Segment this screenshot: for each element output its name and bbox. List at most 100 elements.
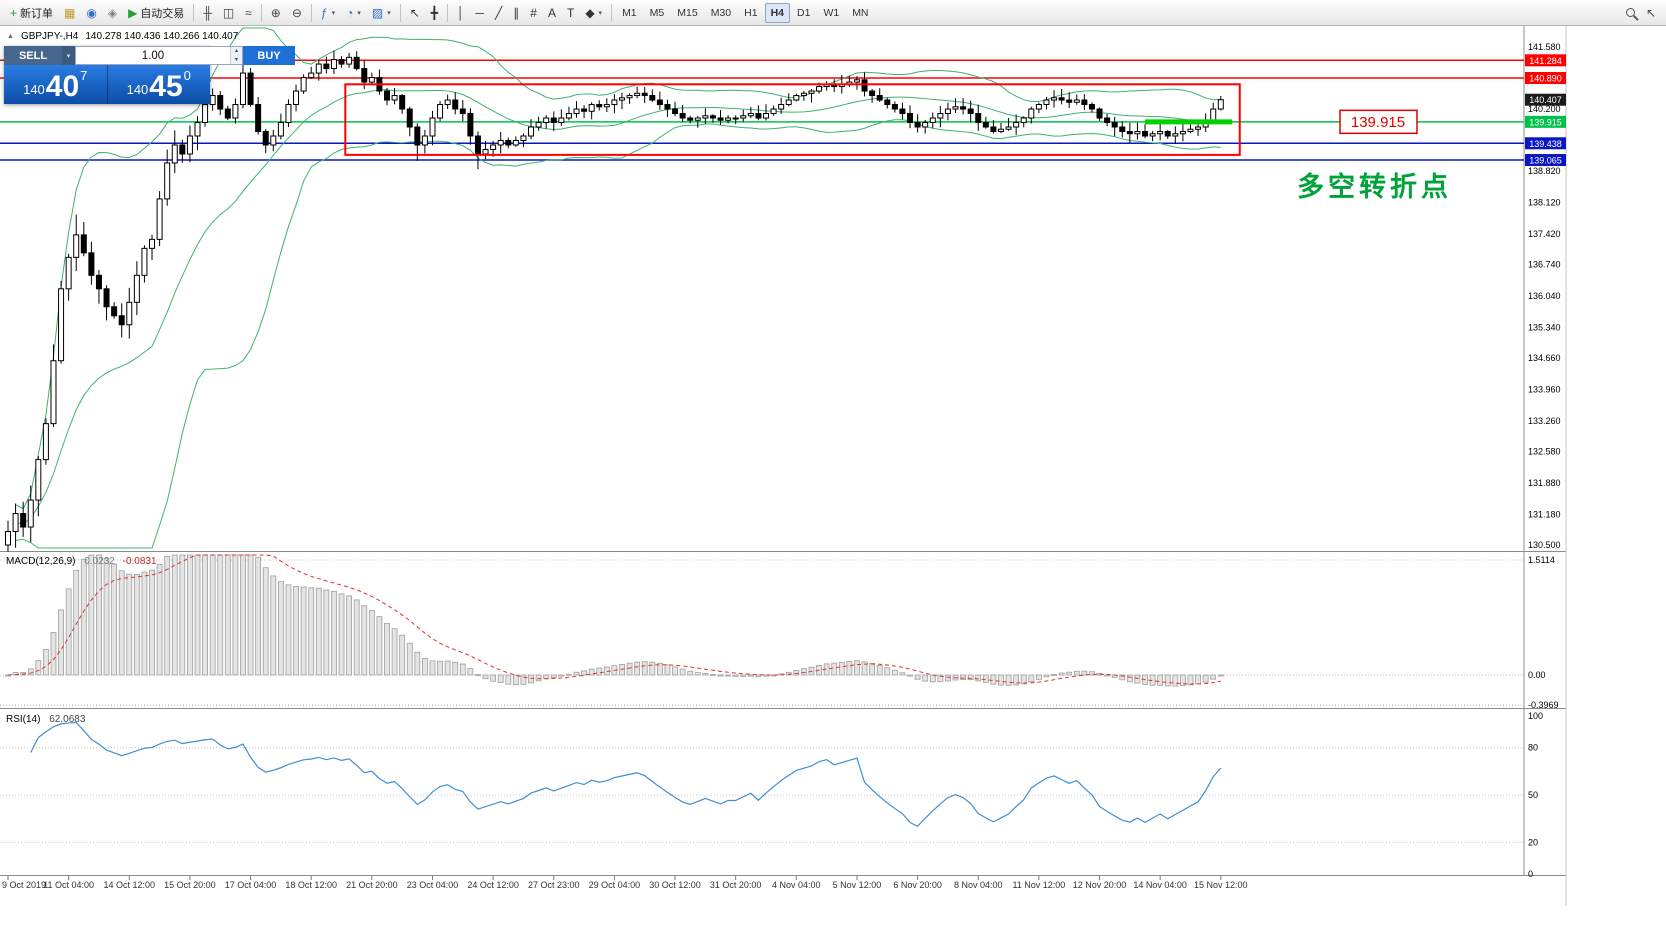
zoom-in-button[interactable]: ⊕ (266, 2, 286, 24)
macd-label: MACD(12,26,9) 0.0232 -0.0831 (6, 556, 157, 567)
timeframe-m30-button[interactable]: M30 (705, 3, 737, 23)
cursor-icon: ↖ (409, 5, 420, 20)
turning-point-annotation[interactable]: 多空转折点 (1297, 171, 1452, 202)
volume-up-button[interactable]: ▴ (231, 47, 242, 56)
sell-price-button[interactable]: 140 40 7 (4, 65, 108, 104)
autotrading-button[interactable]: ▶ 自动交易 (123, 2, 189, 24)
svg-text:132.580: 132.580 (1528, 447, 1561, 457)
svg-text:136.040: 136.040 (1528, 291, 1561, 301)
buy-price-button[interactable]: 140 45 0 (108, 65, 211, 104)
fibonacci-icon: # (530, 5, 537, 20)
timeframe-mn-button[interactable]: MN (846, 3, 874, 23)
svg-text:0: 0 (1528, 869, 1533, 879)
svg-text:50: 50 (1528, 790, 1538, 800)
macd-value: 0.0232 (84, 556, 115, 567)
toolbar-separator (310, 3, 312, 22)
caret-down-icon: ▾ (331, 9, 336, 17)
volume-down-button[interactable]: ▾ (231, 55, 242, 64)
new-order-button[interactable]: + 新订单 (5, 2, 58, 24)
symbol-ohlc: 140.278 140.436 140.266 140.407 (85, 31, 239, 42)
svg-text:5 Nov 12:00: 5 Nov 12:00 (833, 880, 882, 890)
clock-icon: ◔ (346, 5, 354, 20)
channel-button[interactable]: ∥ (508, 2, 524, 24)
price-callout-text: 139.915 (1351, 114, 1405, 131)
market-watch-button[interactable]: ◉ (81, 2, 101, 24)
svg-text:138.820: 138.820 (1528, 166, 1561, 176)
timeframe-m15-button[interactable]: M15 (671, 3, 703, 23)
horizontal-line-button[interactable]: ─ (471, 2, 490, 24)
svg-text:1.5114: 1.5114 (1528, 555, 1555, 565)
bollinger-bands (15, 27, 1221, 549)
price-callout-box[interactable] (1339, 109, 1418, 135)
timeframe-m5-button[interactable]: M5 (644, 3, 671, 23)
navigator-icon: ◈ (107, 5, 118, 20)
timeframe-h1-button[interactable]: H1 (738, 3, 763, 23)
cursor-button[interactable]: ↖ (405, 2, 425, 24)
shapes-button[interactable]: ◆ ▾ (580, 2, 607, 24)
timeframe-d1-button[interactable]: D1 (791, 3, 816, 23)
rsi-pane: 100 80 50 20 0 (0, 711, 1543, 879)
toolbar-separator (447, 3, 449, 22)
sell-button[interactable]: SELL (4, 46, 62, 65)
zoom-out-icon: ⊖ (291, 5, 302, 20)
timeframe-h4-button[interactable]: H4 (764, 2, 790, 23)
toolbar-separator (399, 3, 401, 22)
timeframe-w1-button[interactable]: W1 (817, 3, 845, 23)
bar-chart-button[interactable]: ╫ (198, 2, 217, 24)
svg-text:29 Oct 04:00: 29 Oct 04:00 (589, 880, 641, 890)
label-button[interactable]: T (562, 2, 579, 24)
macd-pane: 1.5114 0.00 -0.3969 (0, 554, 1559, 710)
svg-text:11 Nov 12:00: 11 Nov 12:00 (1012, 880, 1065, 890)
volume-input[interactable] (76, 47, 230, 64)
chart-window-icon: ▦ (64, 5, 76, 20)
svg-text:9 Oct 2019: 9 Oct 2019 (2, 880, 46, 890)
fibonacci-button[interactable]: # (525, 2, 542, 24)
one-click-toggle-icon[interactable]: ▲ (7, 33, 14, 40)
chart-canvas[interactable]: 139.915 多空转折点 141.580 140.200 138.820 138.120… (0, 26, 1666, 950)
svg-text:133.960: 133.960 (1528, 384, 1561, 394)
macd-signal-value: -0.0831 (122, 556, 157, 567)
svg-text:14 Oct 12:00: 14 Oct 12:00 (104, 880, 156, 890)
highlight-box[interactable] (344, 83, 1241, 156)
periods-button[interactable]: ◔ ▾ (341, 2, 366, 24)
sell-dropdown-button[interactable]: ▾ (62, 46, 75, 65)
svg-text:138.120: 138.120 (1528, 198, 1561, 208)
templates-button[interactable]: ▨ ▾ (367, 2, 396, 24)
text-button[interactable]: A (543, 2, 561, 24)
vertical-line-button[interactable]: │ (452, 2, 470, 24)
rsi-label: RSI(14) 62.0683 (6, 714, 85, 725)
svg-text:21 Oct 20:00: 21 Oct 20:00 (346, 880, 398, 890)
svg-text:130.500: 130.500 (1528, 540, 1561, 550)
svg-text:31 Oct 20:00: 31 Oct 20:00 (710, 880, 762, 890)
timeframe-m1-button[interactable]: M1 (616, 3, 643, 23)
svg-text:141.580: 141.580 (1528, 42, 1561, 52)
trendline-icon: ╱ (495, 5, 503, 20)
svg-text:136.740: 136.740 (1528, 260, 1561, 270)
caret-down-icon: ▾ (66, 52, 71, 60)
zoom-out-button[interactable]: ⊖ (287, 2, 307, 24)
candlestick-chart-button[interactable]: ◫ (218, 2, 239, 24)
rsi-value: 62.0683 (49, 714, 86, 725)
bid-price-big: 40 (45, 70, 80, 104)
indicators-button[interactable]: ƒ ▾ (316, 2, 340, 24)
ask-price-sup: 0 (183, 68, 191, 83)
trade-panel-header: SELL ▾ ▴ ▾ BUY (4, 46, 295, 65)
indicators-icon: ƒ (320, 5, 328, 20)
svg-text:4 Nov 04:00: 4 Nov 04:00 (772, 880, 821, 890)
crosshair-button[interactable]: ╋ (426, 2, 443, 24)
buy-button[interactable]: BUY (243, 46, 295, 65)
svg-text:139.438: 139.438 (1529, 139, 1562, 149)
ask-price-big: 45 (149, 70, 183, 104)
text-icon: A (547, 5, 556, 20)
svg-text:100: 100 (1528, 711, 1543, 721)
line-chart-button[interactable]: ≈ (240, 2, 257, 24)
pointer-button[interactable]: ↖ (1641, 2, 1661, 24)
symbol-info: ▲ GBPJPY-,H4 140.278 140.436 140.266 140… (7, 31, 238, 42)
svg-text:135.340: 135.340 (1528, 322, 1561, 332)
navigator-button[interactable]: ◈ (103, 2, 122, 24)
search-button[interactable] (1621, 2, 1640, 24)
trendline-button[interactable]: ╱ (490, 2, 507, 24)
chart-window-button[interactable]: ▦ (59, 2, 80, 24)
svg-text:140.407: 140.407 (1529, 95, 1562, 105)
